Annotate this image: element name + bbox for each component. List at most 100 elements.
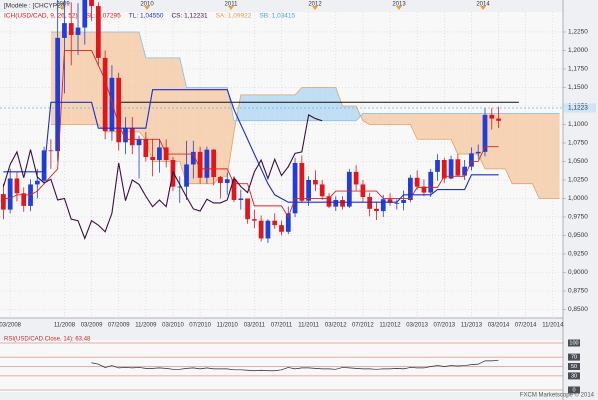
- span-b-line: [50, 31, 560, 122]
- candle-body: [129, 128, 135, 146]
- cloud: [525, 113, 533, 184]
- y-tick-label: 1,0750: [568, 140, 588, 147]
- y-tick-label: 1,0250: [568, 177, 588, 184]
- y-tick-label: 1,2250: [568, 29, 588, 36]
- cloud: [335, 87, 343, 121]
- cloud: [505, 113, 513, 184]
- candle-body: [123, 128, 128, 143]
- candle-body: [441, 160, 447, 179]
- x-tick-label: 07/2010: [189, 323, 211, 329]
- candle-body: [75, 27, 81, 35]
- y-tick-label: 1,0000: [568, 195, 588, 202]
- cloud: [552, 113, 560, 199]
- candle-body: [1, 194, 6, 210]
- x-tick-label: 07/2012: [352, 323, 374, 329]
- rsi-tick-box: [568, 386, 580, 394]
- year-label: 2009: [56, 2, 70, 8]
- year-label: 2012: [308, 2, 322, 8]
- candle-body: [245, 198, 250, 220]
- cloud: [512, 113, 519, 184]
- x-tick-label: 03/2013: [406, 323, 428, 329]
- cloud: [166, 57, 173, 162]
- candle-body: [455, 159, 461, 176]
- y-tick-label: 1,0500: [568, 158, 588, 165]
- cloud: [295, 87, 302, 121]
- candle-body: [387, 199, 393, 203]
- cloud: [471, 113, 479, 155]
- footer: FXCM Marketscope © 2014: [520, 392, 595, 399]
- candle-body: [41, 150, 47, 181]
- candle-body: [136, 139, 142, 146]
- cloud: [247, 94, 255, 121]
- candle-body: [21, 193, 27, 206]
- cloud: [288, 94, 296, 121]
- cloud: [430, 113, 438, 140]
- candle-body: [367, 197, 373, 209]
- candle-body: [218, 177, 223, 183]
- cloud: [464, 113, 472, 155]
- candle-body: [475, 151, 481, 154]
- rsi-tick-label: 100: [569, 340, 578, 346]
- cloud: [383, 113, 391, 125]
- candle-body: [211, 149, 217, 178]
- x-tick-label: 11/2011: [298, 323, 319, 329]
- year-label: 2010: [140, 2, 154, 8]
- candle-body: [340, 199, 345, 207]
- x-tick-label: 07/2014: [515, 323, 537, 329]
- y-tick-label: 0,9250: [568, 251, 588, 258]
- rsi-tick-box: [568, 363, 580, 370]
- cloud: [152, 57, 160, 162]
- rsi-tick-box: [568, 372, 580, 380]
- rsi-area: [0, 340, 563, 392]
- x-tick-label: 03/2011: [244, 323, 266, 329]
- cloud: [390, 113, 397, 125]
- y-tick-label: 0,8750: [568, 288, 588, 295]
- cloud: [451, 113, 458, 155]
- candle-body: [279, 225, 284, 232]
- cloud: [64, 31, 72, 125]
- cloud: [220, 87, 228, 177]
- candle-body: [306, 179, 312, 201]
- x-tick-label: 11/2008: [54, 323, 76, 329]
- y-tick-label: 1,1750: [568, 66, 588, 73]
- candle-body: [48, 150, 54, 152]
- candle-body: [401, 199, 406, 203]
- x-tick-label: 11/2013: [461, 323, 483, 329]
- candle-body: [333, 199, 339, 207]
- header-item: SA: 1,09922: [216, 13, 252, 20]
- x-tick-label: 11/2009: [135, 323, 157, 329]
- cloud: [172, 57, 180, 162]
- candle-body: [292, 162, 298, 214]
- candle-body: [374, 208, 379, 212]
- candle-body: [224, 179, 230, 183]
- candle-body: [95, 6, 101, 58]
- candle-body: [265, 220, 271, 239]
- cloud: [369, 113, 377, 125]
- cloud: [328, 87, 336, 121]
- candle-body: [82, 0, 88, 28]
- x-tick-label: 03/2014: [488, 323, 510, 329]
- chikou-line: [2, 114, 323, 240]
- candle-body: [353, 171, 359, 185]
- rsi-title: RSI(USD/CAD.Close, 14): 63,48: [4, 337, 91, 343]
- x-tick-label: 03/2009: [81, 323, 103, 329]
- candle-body: [313, 179, 318, 185]
- cloud: [139, 31, 146, 140]
- cloud: [423, 113, 431, 140]
- candle-body: [62, 23, 67, 38]
- header-item: SL: 1,07295: [86, 13, 121, 20]
- span-a-line: [50, 87, 560, 199]
- rsi-line: [91, 359, 499, 372]
- cloud: [518, 113, 526, 184]
- x-tick-label: 07/2009: [108, 323, 130, 329]
- candle-body: [197, 151, 203, 178]
- cloud: [498, 113, 506, 169]
- year-marker: [228, 6, 234, 10]
- candle-body: [109, 77, 115, 132]
- x-tick-label: 07/2013: [433, 323, 455, 329]
- cloud: [437, 113, 445, 140]
- candle-body: [14, 178, 20, 194]
- candle-body: [190, 151, 196, 165]
- candle-body: [150, 157, 155, 161]
